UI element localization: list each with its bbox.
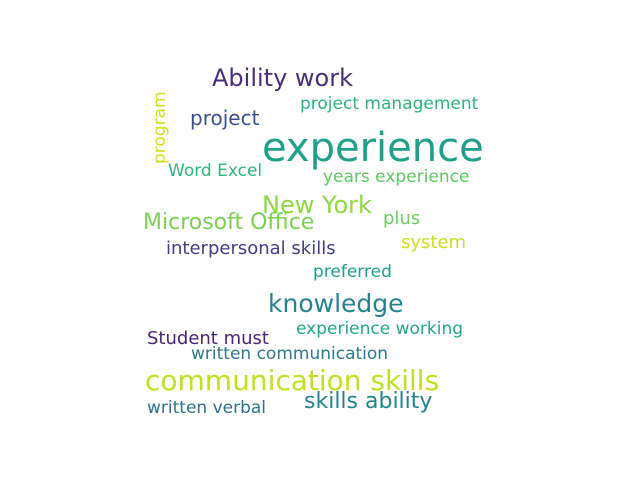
- word-skills-ability: skills ability: [304, 389, 433, 414]
- word-experience-working: experience working: [296, 319, 464, 339]
- word-knowledge: knowledge: [268, 289, 404, 318]
- word-microsoft-office: Microsoft Office: [143, 210, 315, 235]
- word-preferred: preferred: [313, 262, 392, 282]
- word-system: system: [401, 232, 467, 253]
- word-project-management: project management: [300, 94, 479, 114]
- word-program: program: [150, 91, 170, 164]
- word-communication-skills: communication skills: [145, 364, 440, 397]
- word-project: project: [190, 106, 260, 130]
- word-written-communication: written communication: [191, 344, 389, 364]
- word-ability-work: Ability work: [212, 64, 353, 92]
- word-plus: plus: [383, 208, 421, 229]
- word-student-must: Student must: [147, 328, 269, 349]
- word-interpersonal-skills: interpersonal skills: [166, 238, 336, 259]
- word-years-experience: years experience: [323, 167, 470, 187]
- word-word-excel: Word Excel: [168, 161, 263, 181]
- word-written-verbal: written verbal: [147, 398, 267, 418]
- word-experience: experience: [262, 125, 484, 171]
- word-new-york: New York: [262, 191, 372, 219]
